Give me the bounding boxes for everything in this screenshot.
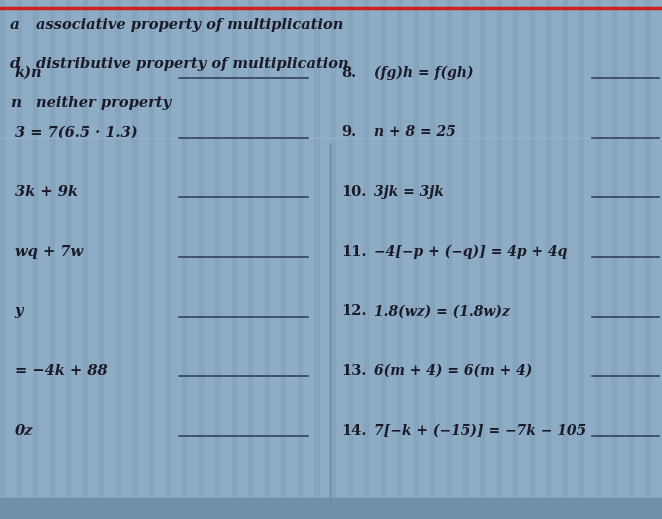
Bar	[149, 0, 153, 519]
Text: 12.: 12.	[341, 305, 367, 318]
Bar	[0, 0, 4, 519]
Bar	[430, 0, 434, 519]
Bar	[645, 0, 649, 519]
Bar	[513, 0, 517, 519]
Text: 3 = 7(6.5 · 1.3): 3 = 7(6.5 · 1.3)	[15, 126, 137, 139]
Text: −4[−p + (−q)] = 4p + 4q: −4[−p + (−q)] = 4p + 4q	[374, 244, 567, 259]
Bar	[463, 0, 467, 519]
Text: (fg)h = f(gh): (fg)h = f(gh)	[374, 65, 473, 80]
Bar	[132, 0, 136, 519]
Bar	[215, 0, 219, 519]
Text: k)n: k)n	[15, 66, 42, 79]
Bar	[232, 0, 236, 519]
Bar	[563, 0, 567, 519]
Bar	[199, 0, 203, 519]
Bar	[397, 0, 401, 519]
Bar	[596, 0, 600, 519]
Bar	[546, 0, 550, 519]
Bar	[314, 0, 318, 519]
Bar	[0, 498, 662, 519]
Text: neither property: neither property	[36, 96, 171, 110]
Bar	[298, 0, 302, 519]
Bar	[265, 0, 269, 519]
Text: y: y	[15, 305, 23, 318]
Bar	[612, 0, 616, 519]
Text: n + 8 = 25: n + 8 = 25	[374, 126, 455, 139]
Bar	[99, 0, 103, 519]
Bar	[83, 0, 87, 519]
Text: 10.: 10.	[341, 185, 366, 199]
Text: 11.: 11.	[341, 245, 367, 258]
Text: 1.8(wz) = (1.8w)z: 1.8(wz) = (1.8w)z	[374, 305, 510, 318]
Text: distributive property of multiplication: distributive property of multiplication	[36, 57, 349, 71]
Text: = −4k + 88: = −4k + 88	[15, 364, 107, 378]
Text: 3jk = 3jk: 3jk = 3jk	[374, 185, 444, 199]
Text: d: d	[10, 57, 21, 71]
Text: 13.: 13.	[341, 364, 366, 378]
Text: a: a	[10, 18, 20, 32]
Bar	[66, 0, 70, 519]
Bar	[248, 0, 252, 519]
Bar	[496, 0, 500, 519]
Bar	[414, 0, 418, 519]
Text: 7[−k + (−15)] = −7k − 105: 7[−k + (−15)] = −7k − 105	[374, 424, 586, 438]
Text: wq + 7w: wq + 7w	[15, 245, 83, 258]
Text: 8.: 8.	[341, 66, 356, 79]
Bar	[33, 0, 37, 519]
Bar	[447, 0, 451, 519]
Bar	[17, 0, 21, 519]
Bar	[182, 0, 186, 519]
Bar	[331, 0, 335, 519]
Text: 6(m + 4) = 6(m + 4): 6(m + 4) = 6(m + 4)	[374, 364, 532, 378]
Bar	[166, 0, 169, 519]
Text: 14.: 14.	[341, 424, 366, 438]
Bar	[579, 0, 583, 519]
Text: 0z: 0z	[15, 424, 33, 438]
Bar	[381, 0, 385, 519]
Text: 9.: 9.	[341, 126, 356, 139]
Bar	[530, 0, 534, 519]
Bar	[50, 0, 54, 519]
Text: n: n	[10, 96, 21, 110]
Bar	[281, 0, 285, 519]
Bar	[480, 0, 484, 519]
Text: associative property of multiplication: associative property of multiplication	[36, 18, 344, 32]
Bar	[629, 0, 633, 519]
Bar	[348, 0, 352, 519]
Bar	[116, 0, 120, 519]
Text: 3k + 9k: 3k + 9k	[15, 185, 77, 199]
Bar	[364, 0, 368, 519]
